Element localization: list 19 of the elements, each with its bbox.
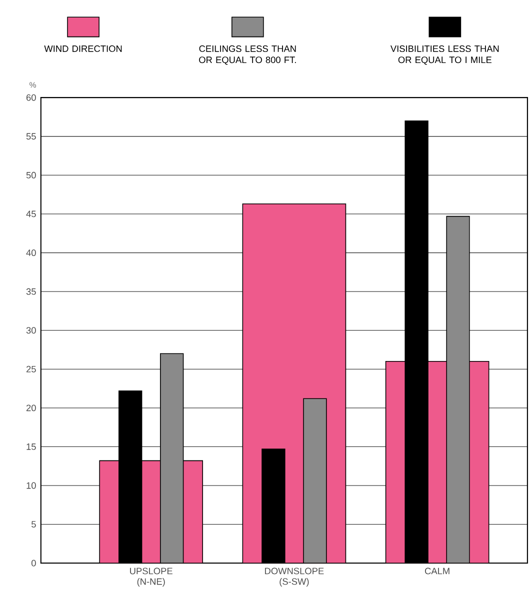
y-tick-label: 60 [26, 94, 36, 101]
x-tick-label: UPSLOPE (N-NE) [130, 568, 172, 587]
y-tick-label: 15 [26, 444, 36, 450]
y-tick-label: 10 [26, 482, 36, 489]
legend-label: CEILINGS LESS THAN OR EQUAL TO 800 FT. [199, 45, 296, 65]
y-tick-label: 25 [26, 366, 36, 372]
y-tick-label: 5 [31, 521, 36, 528]
y-tick-label: 30 [26, 327, 36, 334]
y-tick-label: 40 [26, 250, 36, 256]
y-tick-label: 55 [26, 133, 36, 140]
y-tick-label: 20 [26, 404, 36, 412]
y-tick-label: 50 [26, 172, 36, 178]
x-tick-label: DOWNSLOPE (S-SW) [265, 568, 324, 587]
y-tick-label: 35 [26, 288, 36, 295]
x-tick-label: CALM [424, 568, 450, 574]
legend-label: WIND DIRECTION [44, 45, 122, 52]
legend-label: VISIBILITIES LESS THAN OR EQUAL TO I MILE [390, 45, 499, 65]
y-tick-label: 45 [26, 210, 36, 218]
y-tick-label: 0 [31, 560, 36, 566]
